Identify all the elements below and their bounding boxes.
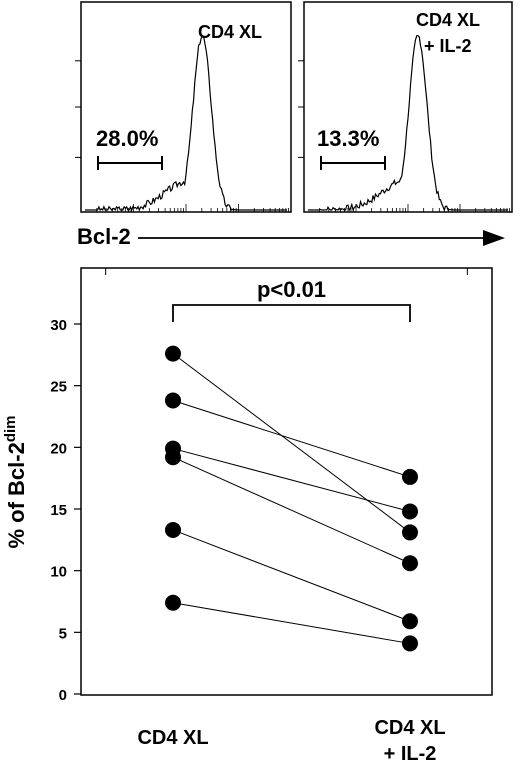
- pair-line-1: [172, 399, 411, 478]
- y-axis-label-superscript: dim: [2, 415, 19, 442]
- point-cd4xl-5: [165, 594, 181, 611]
- y-tick-label-0: 0: [59, 687, 67, 704]
- pair-line-5: [172, 602, 411, 644]
- pair-line-2: [172, 448, 411, 512]
- y-tick-label-15: 15: [50, 502, 67, 519]
- pair-line-4: [172, 529, 411, 622]
- point-cd4xl-il2-2: [402, 503, 418, 520]
- y-tick-label-20: 20: [50, 440, 67, 457]
- y-axis-label-main: % of Bcl-2: [4, 442, 29, 548]
- point-cd4xl-il2-3: [402, 555, 418, 572]
- significance-bracket: [172, 304, 411, 322]
- panel-right-frame: [303, 1, 513, 213]
- panel-label-left: CD4 XL: [198, 22, 262, 42]
- category-label-right-line1: CD4 XL: [374, 717, 445, 739]
- gate-percent-right: 13.3%: [317, 126, 379, 151]
- category-label-right-line2: + IL-2: [384, 743, 437, 765]
- point-cd4xl-il2-4: [402, 613, 418, 630]
- point-cd4xl-il2-0: [402, 524, 418, 541]
- pair-line-3: [172, 456, 411, 564]
- data-points: [165, 345, 418, 652]
- y-axis-label: % of Bcl-2dim: [2, 415, 29, 548]
- histogram-panel-right: 13.3% CD4 XL + IL-2: [298, 1, 513, 213]
- paired-lines: [172, 353, 411, 644]
- scatter-y-axis: 0 5 10 15 20 25 30: [50, 268, 468, 704]
- histogram-curve-right: [308, 35, 508, 212]
- point-cd4xl-3: [165, 449, 181, 466]
- gate-percent-left: 28.0%: [96, 126, 158, 151]
- bcl2-axis-label: Bcl-2: [77, 224, 131, 249]
- y-tick-label-5: 5: [59, 625, 67, 642]
- point-cd4xl-4: [165, 521, 181, 538]
- p-value-annotation: p<0.01: [257, 277, 326, 302]
- bcl2-axis-arrowhead: [483, 230, 505, 246]
- scatter-panel: 0 5 10 15 20 25 30 p<0.01 % of Bcl-2dim CD4 XL…: [2, 267, 493, 765]
- panel-label-right-line2: + IL-2: [424, 36, 472, 56]
- y-tick-label-10: 10: [50, 564, 67, 581]
- point-cd4xl-il2-1: [402, 468, 418, 485]
- point-cd4xl-1: [165, 392, 181, 409]
- panel-label-right-line1: CD4 XL: [416, 10, 480, 30]
- histogram-panel-left: 28.0% CD4 XL: [75, 1, 292, 213]
- point-cd4xl-il2-5: [402, 635, 418, 652]
- histogram-curve-left: [85, 35, 287, 212]
- scatter-frame: [80, 267, 493, 696]
- point-cd4xl-0: [165, 345, 181, 362]
- bracket-line: [172, 304, 411, 322]
- pair-line-0: [172, 353, 411, 533]
- y-tick-label-30: 30: [50, 317, 67, 334]
- category-label-left: CD4 XL: [137, 727, 208, 749]
- y-tick-label-25: 25: [50, 379, 67, 396]
